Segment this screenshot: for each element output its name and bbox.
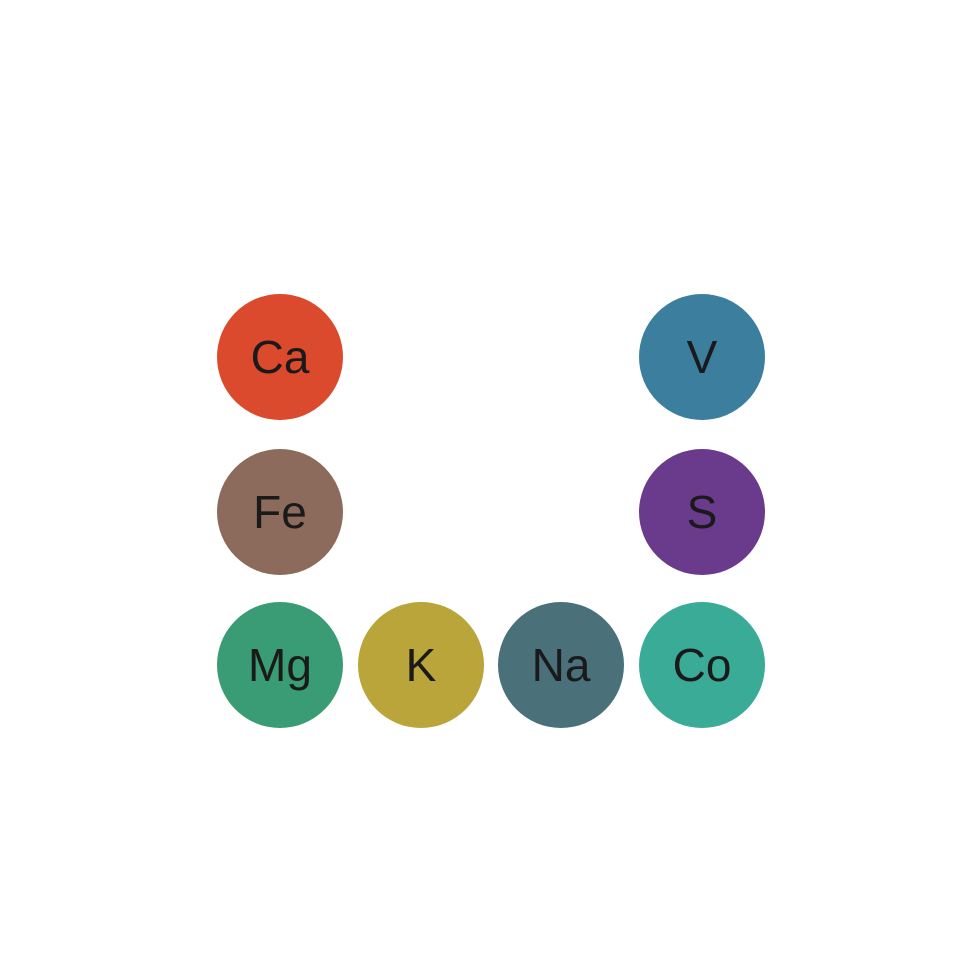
element-circle-v: V — [639, 294, 765, 420]
element-label: S — [687, 485, 718, 539]
element-circle-ca: Ca — [217, 294, 343, 420]
element-label: Ca — [251, 330, 310, 384]
element-label: V — [687, 330, 718, 384]
element-circle-k: K — [358, 602, 484, 728]
element-label: K — [406, 638, 437, 692]
element-label: Mg — [248, 638, 312, 692]
element-circle-fe: Fe — [217, 449, 343, 575]
element-circle-s: S — [639, 449, 765, 575]
element-circle-co: Co — [639, 602, 765, 728]
element-label: Na — [532, 638, 591, 692]
element-circle-na: Na — [498, 602, 624, 728]
element-label: Fe — [253, 485, 307, 539]
element-label: Co — [673, 638, 732, 692]
element-circle-mg: Mg — [217, 602, 343, 728]
